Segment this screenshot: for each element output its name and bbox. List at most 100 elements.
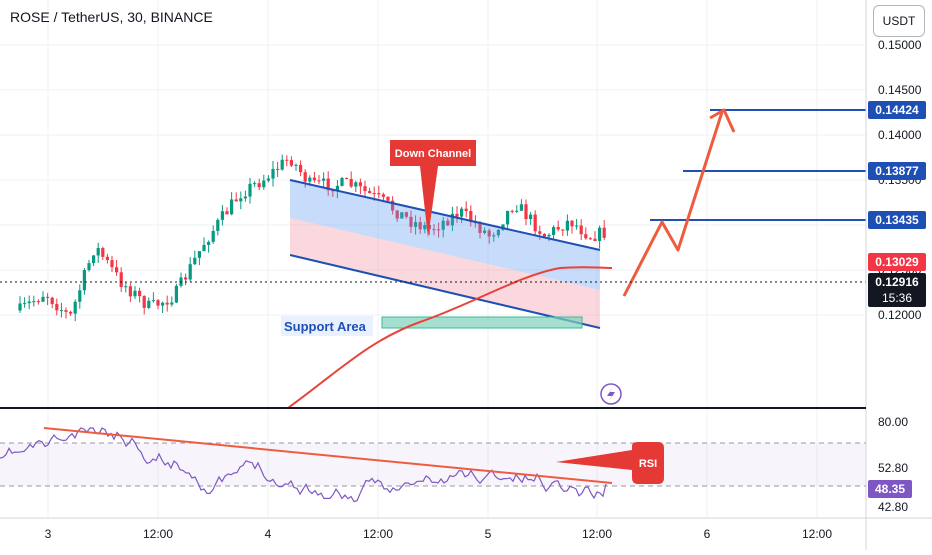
candle-body (124, 286, 128, 288)
candle-body (335, 185, 339, 191)
candle-body (487, 230, 491, 237)
candle-body (133, 290, 137, 297)
candle-body (598, 227, 602, 241)
candle-body (492, 235, 496, 237)
candle-body (584, 234, 588, 239)
candle-body (381, 194, 385, 197)
candle-body (602, 227, 606, 238)
candle-body (358, 182, 362, 187)
price-tag-timer: 15:36 (882, 291, 912, 305)
candle-body (165, 302, 169, 305)
candle-body (266, 178, 270, 181)
candle-body (547, 234, 551, 237)
time-tick-label: 12:00 (582, 527, 612, 541)
moving-average-line (287, 266, 613, 409)
price-tag-bg (868, 162, 926, 180)
candle-body (588, 238, 592, 240)
candle-body (248, 183, 252, 197)
candle-body (289, 160, 293, 166)
candle-body (96, 248, 100, 256)
candle-body (312, 177, 316, 181)
candle-body (119, 272, 123, 287)
candle-body (285, 159, 289, 161)
candle-body (36, 301, 40, 303)
time-tick-label: 3 (45, 527, 52, 541)
candle-body (308, 177, 312, 182)
candle-body (59, 310, 63, 312)
support-area-box (381, 316, 583, 329)
candle-body (575, 225, 579, 227)
candle-body (188, 264, 192, 280)
rsi-value-tag (868, 480, 912, 498)
price-tick-label: 0.15000 (878, 38, 922, 52)
candle-body (400, 212, 404, 219)
candle-body (404, 212, 408, 217)
candle-body (271, 168, 275, 179)
time-tick-label: 12:00 (802, 527, 832, 541)
down-channel-callout (390, 140, 476, 238)
candle-body (450, 213, 454, 226)
rsi-callout-label: RSI (639, 458, 657, 470)
candle-body (460, 208, 464, 217)
candle-body (197, 251, 201, 258)
candle-body (170, 302, 174, 305)
channel-upper-fill (290, 180, 600, 290)
time-tick-label: 4 (265, 527, 272, 541)
candle-body (257, 183, 261, 188)
support-area-label: Support Area (284, 319, 367, 334)
time-tick-label: 12:00 (143, 527, 173, 541)
candle-body (55, 304, 59, 311)
candle-body (207, 241, 211, 245)
candle-body (32, 301, 36, 303)
candle-body (414, 222, 418, 227)
candle-body (441, 220, 445, 230)
price-tag-bg (868, 273, 926, 307)
price-tick-label: 0.14500 (878, 83, 922, 97)
candle-body (570, 220, 574, 227)
candle-body (561, 229, 565, 231)
candle-body (50, 297, 54, 305)
candle-body (294, 164, 298, 166)
price-tag-bg (868, 211, 926, 229)
candle-body (234, 199, 238, 202)
candle-body (115, 267, 119, 273)
candle-body (303, 172, 307, 182)
candle-body (593, 238, 597, 241)
projection-path (622, 111, 724, 297)
price-tick-label: 0.12000 (878, 308, 922, 322)
lightning-icon (600, 383, 622, 405)
candle-body (23, 303, 27, 305)
candle-body (64, 310, 68, 312)
candle-body (326, 178, 330, 191)
candle-body (73, 301, 77, 314)
candle-body (299, 164, 303, 173)
candle-body (92, 255, 96, 264)
candle-body (142, 296, 146, 308)
candle-body (432, 229, 436, 231)
candle-body (340, 178, 344, 186)
candle-body (110, 260, 114, 268)
time-tick-label: 12:00 (363, 527, 393, 541)
rsi-band (0, 443, 866, 486)
candle-body (510, 210, 514, 212)
candle-body (230, 199, 234, 215)
currency-button[interactable]: USDT (873, 5, 925, 37)
rsi-line (0, 427, 607, 503)
grid (0, 0, 866, 518)
candle-body (423, 225, 427, 230)
rsi-callout (556, 442, 664, 484)
rsi-value-label: 48.35 (875, 482, 905, 496)
candle-body (253, 183, 257, 185)
candle-body (565, 220, 569, 231)
candle-body (78, 290, 82, 302)
candle-body (331, 190, 335, 192)
rsi-tick-label: 42.80 (878, 500, 908, 514)
candle-body (469, 210, 473, 223)
candle-body (82, 270, 86, 291)
candle-body (542, 233, 546, 237)
candle-body (225, 211, 229, 215)
price-tag-bg (868, 253, 926, 271)
